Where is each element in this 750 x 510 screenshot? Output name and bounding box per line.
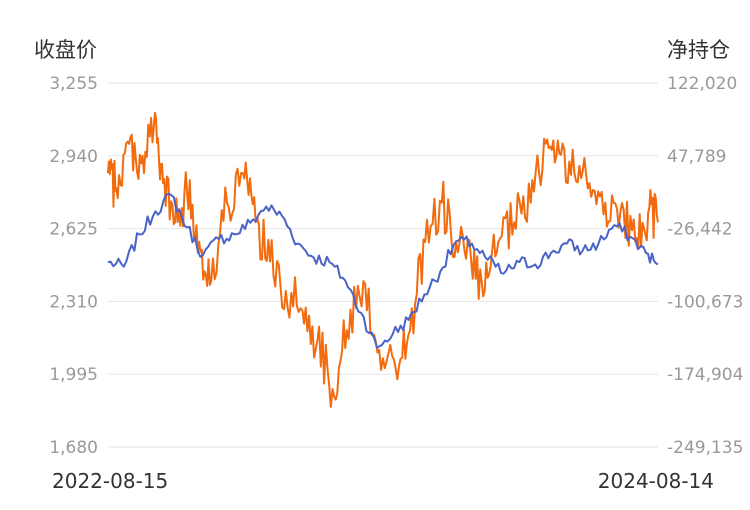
left-tick-label: 2,940 <box>49 147 98 167</box>
net-position-line <box>107 111 659 408</box>
left-tick-label: 1,680 <box>49 438 98 458</box>
left-tick-label: 2,625 <box>49 220 98 240</box>
right-tick-label: -100,673 <box>667 292 743 312</box>
right-tick-label: -249,135 <box>667 438 743 458</box>
left-tick-label: 3,255 <box>49 74 98 94</box>
x-axis-end-label: 2024-08-14 <box>597 469 714 493</box>
left-tick-label: 2,310 <box>49 292 98 312</box>
left-axis-ticks: 3,255 2,940 2,625 2,310 1,995 1,680 <box>49 74 98 458</box>
x-axis-start-label: 2022-08-15 <box>52 469 169 493</box>
series-lines <box>107 111 659 408</box>
close-price-line <box>107 192 659 349</box>
left-axis-title: 收盘价 <box>34 38 97 62</box>
grid-lines <box>108 82 658 448</box>
right-axis-title: 净持仓 <box>667 38 730 62</box>
right-tick-label: -26,442 <box>667 220 733 240</box>
right-tick-label: 122,020 <box>667 74 737 94</box>
right-tick-label: -174,904 <box>667 365 743 385</box>
right-tick-label: 47,789 <box>667 147 726 167</box>
right-axis-ticks: 122,020 47,789 -26,442 -100,673 -174,904 -249… <box>667 74 743 458</box>
left-tick-label: 1,995 <box>49 365 98 385</box>
